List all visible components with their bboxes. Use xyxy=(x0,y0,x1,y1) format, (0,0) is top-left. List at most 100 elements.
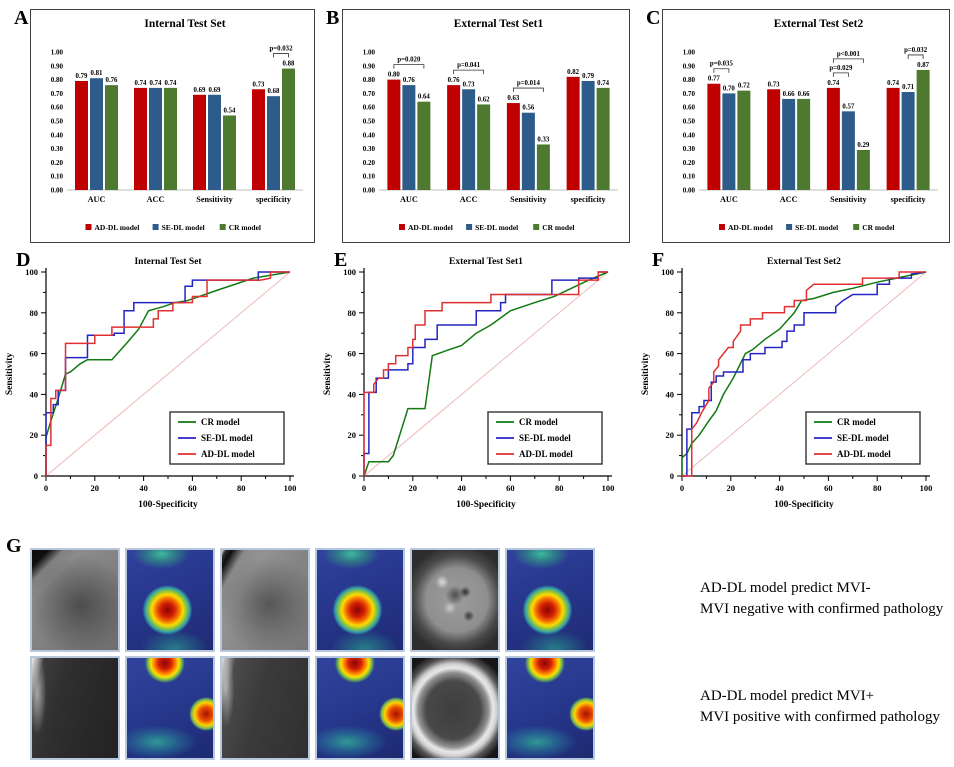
svg-text:0.76: 0.76 xyxy=(403,77,415,84)
svg-text:20: 20 xyxy=(348,430,357,440)
svg-text:0: 0 xyxy=(680,483,684,493)
bar-chart-c-svg: External Test Set2 0.00 0.10 0.20 0.30 0.40 0.… xyxy=(683,18,938,232)
svg-text:Sensitivity: Sensitivity xyxy=(641,353,651,395)
heatmap-image xyxy=(125,656,215,760)
svg-text:80: 80 xyxy=(237,483,246,493)
caption-line: MVI positive with confirmed pathology xyxy=(700,709,940,725)
svg-text:80: 80 xyxy=(348,308,357,318)
svg-text:specificity: specificity xyxy=(571,195,607,204)
svg-text:0.70: 0.70 xyxy=(723,85,735,92)
svg-text:80: 80 xyxy=(30,308,39,318)
svg-text:0: 0 xyxy=(34,471,38,481)
svg-text:100: 100 xyxy=(920,483,933,493)
svg-text:0.66: 0.66 xyxy=(783,91,795,98)
svg-text:AUC: AUC xyxy=(400,195,418,204)
svg-text:100-Specificity: 100-Specificity xyxy=(138,500,198,510)
svg-text:0.00: 0.00 xyxy=(51,187,64,195)
svg-text:0.73: 0.73 xyxy=(463,81,475,88)
svg-text:CR model: CR model xyxy=(229,223,261,232)
caption-mvi-positive: AD-DL model predict MVI+ MVI positive wi… xyxy=(700,686,950,728)
svg-text:100: 100 xyxy=(343,267,356,277)
roc-chart-e-svg: External Test Set1 00 20 20 40 40 60 60 80 80 100 1… xyxy=(323,257,615,510)
svg-text:Sensitivity: Sensitivity xyxy=(196,195,233,204)
heatmap-image xyxy=(505,548,595,652)
svg-text:0.90: 0.90 xyxy=(363,62,376,70)
svg-text:0.72: 0.72 xyxy=(738,83,750,90)
svg-text:0: 0 xyxy=(352,471,356,481)
svg-text:20: 20 xyxy=(409,483,418,493)
svg-text:100: 100 xyxy=(25,267,38,277)
svg-text:External Test Set1: External Test Set1 xyxy=(454,18,544,30)
svg-text:p=0.032: p=0.032 xyxy=(270,46,294,53)
bar-chart-external-test-set2: External Test Set2 0.00 0.10 0.20 0.30 0.40 0.… xyxy=(662,9,950,243)
svg-text:Sensitivity: Sensitivity xyxy=(323,353,333,395)
svg-text:0.68: 0.68 xyxy=(268,88,280,95)
svg-text:0.63: 0.63 xyxy=(507,95,519,102)
svg-text:40: 40 xyxy=(666,389,675,399)
svg-text:0.74: 0.74 xyxy=(827,80,839,87)
svg-text:0.10: 0.10 xyxy=(683,173,696,181)
svg-text:0.20: 0.20 xyxy=(683,159,696,167)
svg-text:p=0.014: p=0.014 xyxy=(517,80,541,87)
panel-label-e: E xyxy=(334,249,348,271)
svg-text:1.00: 1.00 xyxy=(51,49,64,57)
svg-text:p=0.020: p=0.020 xyxy=(397,57,421,64)
svg-text:1.00: 1.00 xyxy=(683,49,696,57)
svg-text:0.70: 0.70 xyxy=(683,90,696,98)
svg-text:ACC: ACC xyxy=(147,195,165,204)
svg-text:AD-DL model: AD-DL model xyxy=(95,223,140,232)
svg-text:0.66: 0.66 xyxy=(798,91,810,98)
roc-chart-external-test-set2: External Test Set2 0 0 20 20 40 40 60 60 80 80 100 1… xyxy=(636,252,954,539)
svg-text:0.77: 0.77 xyxy=(708,76,720,83)
svg-text:100: 100 xyxy=(661,267,674,277)
svg-text:0.40: 0.40 xyxy=(683,131,696,139)
svg-text:0.10: 0.10 xyxy=(363,173,376,181)
svg-text:AD-DL model: AD-DL model xyxy=(201,449,255,459)
svg-text:External Test Set1: External Test Set1 xyxy=(449,257,523,267)
svg-text:0.50: 0.50 xyxy=(363,118,376,126)
svg-text:AD-DL model: AD-DL model xyxy=(519,449,573,459)
svg-text:40: 40 xyxy=(457,483,466,493)
svg-text:1.00: 1.00 xyxy=(363,49,376,57)
bar-chart-b-svg: External Test Set1 0.00 0.10 0.20 0.30 0.40 0.… xyxy=(363,18,618,232)
svg-text:0.79: 0.79 xyxy=(76,73,88,80)
svg-text:External Test Set2: External Test Set2 xyxy=(774,18,864,30)
svg-text:40: 40 xyxy=(775,483,784,493)
mri-image xyxy=(410,656,500,760)
panel-label-a: A xyxy=(14,7,29,29)
heatmap-image xyxy=(125,548,215,652)
svg-text:0.70: 0.70 xyxy=(363,90,376,98)
svg-text:0.54: 0.54 xyxy=(224,107,236,114)
svg-text:CR model: CR model xyxy=(201,417,240,427)
roc-chart-f-svg: External Test Set2 00 20 20 40 40 60 60 80 80 100 1… xyxy=(641,257,933,510)
svg-text:80: 80 xyxy=(666,308,675,318)
svg-text:0.76: 0.76 xyxy=(448,77,460,84)
caption-line: MVI negative with confirmed pathology xyxy=(700,601,944,617)
svg-text:0.57: 0.57 xyxy=(842,103,854,110)
svg-text:Sensitivity: Sensitivity xyxy=(510,195,547,204)
svg-text:0.56: 0.56 xyxy=(522,105,534,112)
svg-text:0.90: 0.90 xyxy=(683,62,696,70)
svg-text:60: 60 xyxy=(348,349,357,359)
roc-chart-d-svg: Internal Test Set 00 20 20 40 40 60 60 80 80 100 10… xyxy=(5,257,296,510)
gradcam-row-mvi-positive xyxy=(30,656,595,760)
svg-text:60: 60 xyxy=(188,483,197,493)
svg-text:AUC: AUC xyxy=(720,195,738,204)
svg-text:100-Specificity: 100-Specificity xyxy=(456,500,516,510)
svg-text:80: 80 xyxy=(555,483,564,493)
mri-image xyxy=(410,548,500,652)
svg-text:0.00: 0.00 xyxy=(363,187,376,195)
bar-chart-external-test-set1: External Test Set1 0.00 0.10 0.20 0.30 0.40 0.… xyxy=(342,9,630,243)
svg-text:0.10: 0.10 xyxy=(51,173,64,181)
heatmap-image xyxy=(505,656,595,760)
svg-text:0.30: 0.30 xyxy=(683,145,696,153)
caption-line: AD-DL model predict MVI+ xyxy=(700,688,875,704)
svg-text:0.64: 0.64 xyxy=(418,94,430,101)
svg-text:SE-DL model: SE-DL model xyxy=(162,223,205,232)
svg-text:Sensitivity: Sensitivity xyxy=(5,353,15,395)
mri-image xyxy=(220,548,310,652)
svg-text:0.50: 0.50 xyxy=(683,118,696,126)
svg-text:100: 100 xyxy=(602,483,615,493)
svg-text:20: 20 xyxy=(666,430,675,440)
svg-text:specificity: specificity xyxy=(256,195,292,204)
